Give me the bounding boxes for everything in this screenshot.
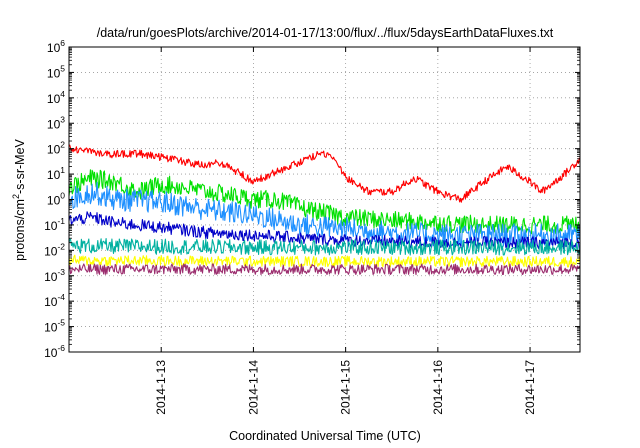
x-tick-label: 2014-1-17 [523,360,537,415]
chart-title: /data/run/goesPlots/archive/2014-01-17/1… [97,26,554,40]
x-tick-label: 2014-1-14 [246,360,260,415]
series-line-7 [68,263,581,276]
series-group [68,144,581,276]
grid [69,47,580,352]
y-tick-label: 10-6 [44,343,65,360]
y-tick-label: 10-5 [44,318,65,335]
y-tick-label: 10-2 [44,241,65,258]
y-tick-label: 10-3 [44,267,65,284]
x-tick-label: 2014-1-16 [431,360,445,415]
y-tick-label: 102 [47,140,65,157]
x-tick-label: 2014-1-13 [154,360,168,415]
y-tick-label: 104 [47,89,65,106]
x-tick-label: 2014-1-15 [339,360,353,415]
y-axis-label: protons/cm2-s-sr-MeV [11,138,27,260]
x-axis-label: Coordinated Universal Time (UTC) [229,429,421,443]
series-line-1 [68,144,581,203]
y-tick-label: 105 [47,63,65,80]
y-tick-label: 10-4 [44,292,65,309]
y-tick-label: 101 [47,165,65,182]
series-line-6 [68,254,581,268]
y-tick-label: 106 [47,38,65,55]
series-line-5 [68,238,581,256]
y-axis-label-rest: -s-sr-MeV [13,138,27,194]
y-axis: 10-6 10-5 10-4 10-3 10-2 10-1 100 101 102 103 104 1… [44,38,580,360]
y-tick-label: 100 [47,191,65,208]
y-axis-label-base: protons/cm [13,199,27,261]
y-axis-label-superscript: 2 [11,194,21,199]
y-tick-label: 103 [47,114,65,131]
y-tick-label: 10-1 [44,216,65,233]
x-axis: 2014-1-13 2014-1-14 2014-1-15 2014-1-16 2014… [154,47,537,415]
